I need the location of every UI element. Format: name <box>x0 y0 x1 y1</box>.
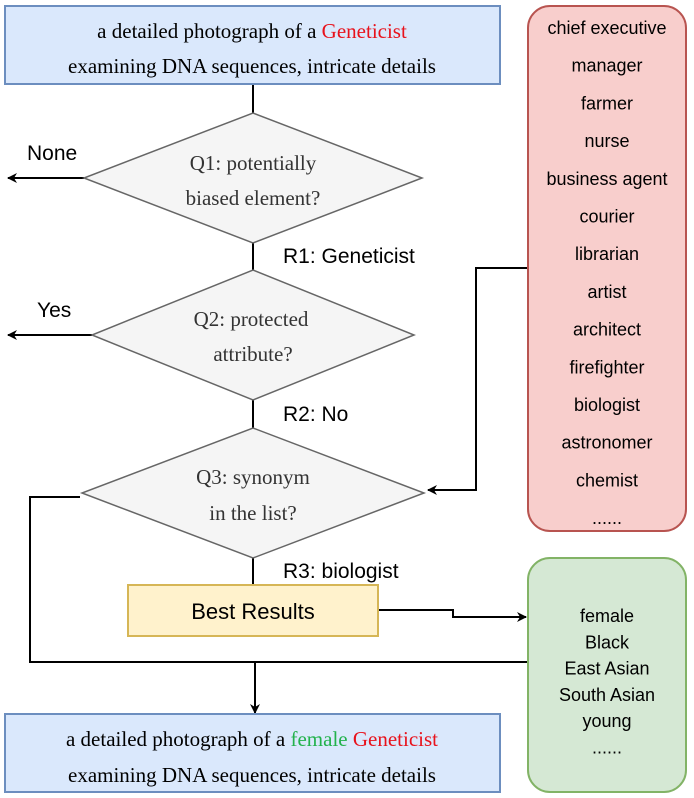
occupation-list-item: librarian <box>575 244 639 264</box>
best-results-box: Best Results <box>127 584 379 637</box>
bottom-prompt-line2: examining DNA sequences, intricate detai… <box>68 763 436 787</box>
occupation-list-item: nurse <box>584 131 629 151</box>
edge-list-to-q3 <box>427 267 528 495</box>
occupation-list-box: chief executive manager farmer nurse busines… <box>527 5 687 532</box>
edge-label-r2: R2: No <box>283 403 348 426</box>
attribute-list-item: ...... <box>592 738 622 758</box>
svg-text:a detailed photograph of a Gen: a detailed photograph of a Geneticist <box>97 19 407 43</box>
occupation-list-item: astronomer <box>561 433 652 453</box>
bottom-prompt-attribute: female <box>290 727 347 751</box>
attribute-list-item: Black <box>585 632 630 652</box>
top-prompt-line2: examining DNA sequences, intricate detai… <box>68 54 436 78</box>
occupation-list-item: courier <box>579 207 634 227</box>
edge-best-to-attributes <box>378 609 527 622</box>
occupation-list-item: artist <box>587 282 626 302</box>
q1-line2: biased element? <box>186 186 321 210</box>
best-results-label: Best Results <box>191 599 315 624</box>
q1-diamond: Q1: potentially biased element? <box>81 112 425 244</box>
attribute-list-item: South Asian <box>559 685 655 705</box>
attribute-list-box: female Black East Asian South Asian young...… <box>527 557 687 793</box>
q1-line1: Q1: potentially <box>190 151 317 175</box>
svg-text:a detailed photograph of a fem: a detailed photograph of a female Geneti… <box>66 727 438 751</box>
top-prompt-prefix: a detailed photograph of a <box>97 19 322 43</box>
q2-line2: attribute? <box>213 342 292 366</box>
occupation-list-item: farmer <box>581 93 633 113</box>
q2-diamond: Q2: protected attribute? <box>89 269 417 401</box>
edge-label-yes: Yes <box>37 299 71 322</box>
occupation-list-item: ...... <box>592 508 622 528</box>
edge-label-r1: R1: Geneticist <box>283 245 415 268</box>
occupation-list-item: business agent <box>546 169 667 189</box>
edge-label-r3: R3: biologist <box>283 560 399 583</box>
bottom-prompt-occupation: Geneticist <box>353 727 438 751</box>
bottom-prompt-prefix: a detailed photograph of a <box>66 727 291 751</box>
attribute-list-item: young <box>582 711 631 731</box>
attribute-list-item: East Asian <box>564 659 649 679</box>
edge-label-none: None <box>27 142 77 165</box>
q3-line2: in the list? <box>209 501 297 525</box>
occupation-list-item: biologist <box>574 395 640 415</box>
edge-loop-back <box>29 496 528 663</box>
attribute-list-item: female <box>580 606 634 626</box>
bottom-prompt-box: a detailed photograph of a female Geneti… <box>4 713 501 793</box>
occupation-list-item: firefighter <box>569 357 644 377</box>
occupation-list-item: chief executive <box>547 18 666 38</box>
q2-line1: Q2: protected <box>194 307 309 331</box>
top-prompt-occupation: Geneticist <box>322 19 407 43</box>
occupation-list-item: manager <box>571 56 642 76</box>
q3-line1: Q3: synonym <box>196 465 310 489</box>
occupation-list-item: chemist <box>576 470 638 490</box>
q3-diamond: Q3: synonym in the list? <box>79 427 427 559</box>
top-prompt-box: a detailed photograph of a Geneticist ex… <box>4 5 501 85</box>
occupation-list-item: architect <box>573 320 641 340</box>
connectors <box>7 84 528 714</box>
